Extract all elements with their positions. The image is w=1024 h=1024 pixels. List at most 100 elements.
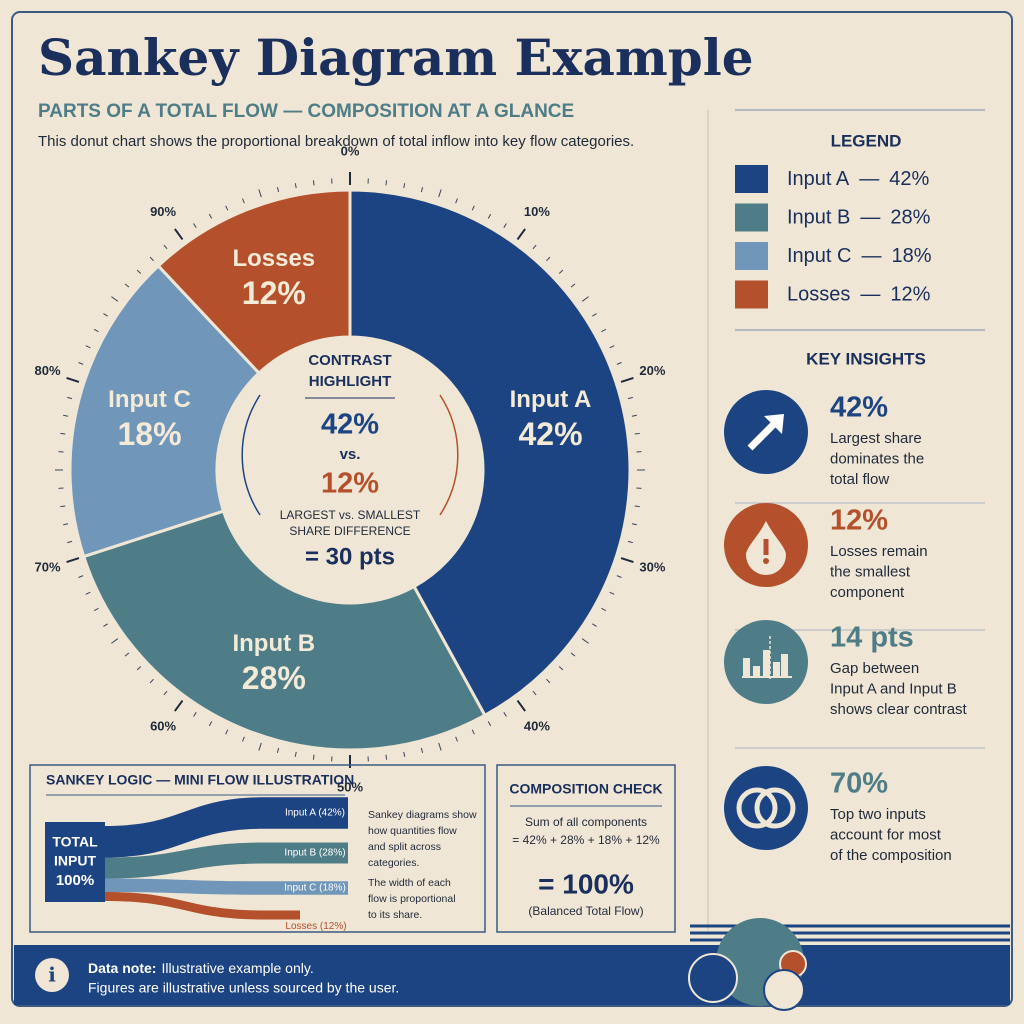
insight-value: 12%: [830, 505, 888, 537]
legend-swatch: [735, 203, 768, 232]
annotation-vs: vs.: [340, 446, 361, 463]
tick-label: 80%: [35, 363, 61, 378]
minor-tick: [385, 180, 388, 186]
flow-band: [105, 797, 348, 858]
icon-mark: [763, 539, 769, 555]
frame: [11, 11, 1013, 1007]
minor-tick: [609, 345, 615, 349]
minor-tick: [634, 432, 640, 435]
minor-tick: [276, 747, 280, 753]
description: This donut chart shows the proportional …: [38, 133, 634, 150]
decor-circles: [688, 918, 807, 1011]
minor-tick: [592, 623, 597, 627]
insight-icon: [724, 766, 808, 850]
composition-line: Sum of all components: [525, 815, 647, 829]
segment-label: Input A: [510, 386, 592, 413]
minor-tick: [242, 198, 245, 204]
minor-tick: [558, 666, 564, 671]
tick-mark: [66, 376, 80, 383]
annotation-bottom: 12%: [321, 468, 379, 500]
composition-title: COMPOSITION CHECK: [509, 781, 662, 797]
minor-tick: [124, 283, 130, 288]
legend-value: 12%: [890, 284, 930, 306]
minor-tick: [276, 187, 280, 193]
annotation-heading: CONTRAST: [308, 352, 391, 369]
legend-swatch: [735, 280, 768, 309]
minor-tick: [242, 736, 245, 742]
insight-text: shows clear contrast: [830, 701, 968, 718]
info-icon: [35, 958, 69, 992]
legend-value: 28%: [890, 207, 930, 229]
sankey-note: The width of each: [368, 877, 451, 889]
minor-tick: [532, 690, 537, 696]
legend-entry: Input C — 18%: [787, 245, 932, 267]
composition-panel: [496, 764, 676, 933]
minor-tick: [471, 205, 475, 211]
minor-tick: [294, 751, 297, 757]
tick-label: 30%: [639, 560, 665, 575]
donut-segment: [81, 509, 487, 752]
insight-value: 14 pts: [830, 622, 914, 654]
legend: Input A — 42% Input B — 28% Input C — 18% Losses —…: [735, 165, 932, 309]
minor-tick: [208, 213, 213, 219]
minor-tick: [631, 523, 637, 526]
tick-mark: [174, 228, 184, 241]
insight-value: 42%: [830, 392, 888, 424]
segment-value: 12%: [242, 275, 306, 311]
tick-label: 90%: [150, 204, 176, 219]
segment-value: 18%: [117, 416, 181, 452]
legend-swatch: [735, 242, 768, 270]
segment-value: 28%: [242, 660, 306, 696]
insights-title: KEY INSIGHTS: [806, 349, 926, 368]
minor-tick: [503, 223, 507, 228]
source-label: INPUT: [54, 853, 96, 869]
annotation-heading: HIGHLIGHT: [309, 373, 392, 390]
insight-text: Losses remain: [830, 543, 928, 560]
legend-separator: —: [860, 207, 880, 229]
flow-band: [105, 878, 348, 895]
composition: Sum of all components = 42% + 28% + 18% +…: [512, 815, 660, 847]
tick-label: 60%: [150, 719, 176, 734]
minor-tick: [570, 283, 576, 288]
tick-label: 0%: [341, 143, 360, 158]
insight-text: Input A and Input B: [830, 680, 957, 697]
insight-text: the smallest: [830, 563, 911, 580]
flow-band: [105, 842, 348, 879]
minor-tick: [455, 198, 458, 204]
insight-text: of the composition: [830, 847, 952, 864]
minor-tick: [601, 328, 607, 333]
icon-ring: [736, 787, 778, 829]
sankey-note: categories.: [368, 857, 419, 869]
tick-label: 40%: [524, 719, 550, 734]
minor-tick: [312, 180, 315, 186]
minor-tick: [616, 362, 622, 365]
sankey-title: SANKEY LOGIC — MINI FLOW ILLUSTRATION: [46, 772, 354, 788]
minor-tick: [63, 523, 69, 526]
minor-tick: [93, 607, 99, 612]
minor-tick: [67, 540, 73, 544]
legend-separator: —: [859, 168, 879, 190]
annotation-caption: SHARE DIFFERENCE: [289, 524, 410, 538]
minor-tick: [385, 754, 388, 760]
minor-tick: [581, 296, 589, 302]
flow-band: [105, 892, 300, 920]
minor-tick: [627, 396, 633, 400]
minor-tick: [420, 747, 424, 753]
donut-segment: [348, 188, 632, 718]
minor-tick: [294, 183, 297, 189]
donut-segment: [68, 263, 262, 559]
minor-tick: [163, 690, 168, 696]
source-box: [45, 822, 105, 902]
minor-tick: [546, 256, 551, 262]
insight-text: total flow: [830, 471, 889, 488]
minor-tick: [503, 712, 507, 717]
insight-text: dominates the: [830, 450, 924, 467]
minor-tick: [558, 269, 564, 274]
minor-tick: [592, 313, 597, 317]
legend-entry: Input A — 42%: [787, 168, 930, 190]
footer-line: Figures are illustrative unless sourced …: [88, 980, 399, 996]
minor-tick: [616, 575, 622, 578]
minor-tick: [193, 712, 197, 717]
